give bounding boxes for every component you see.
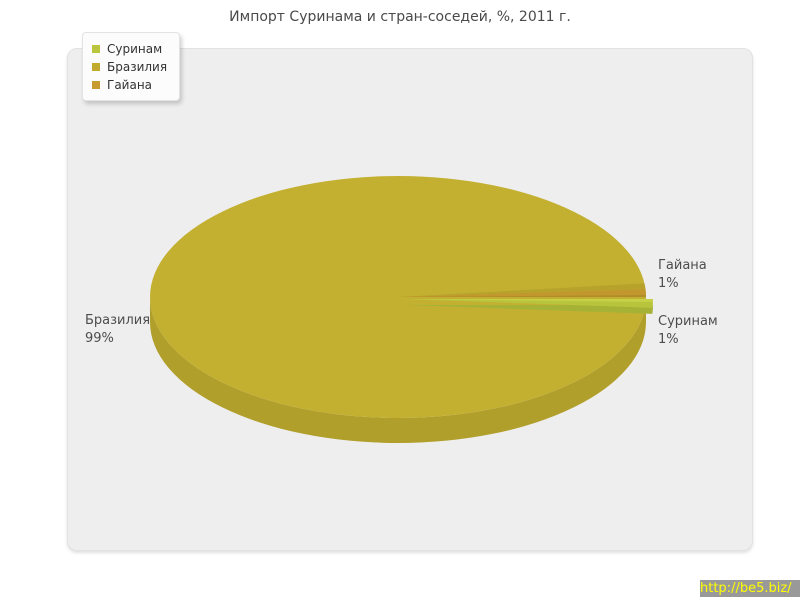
slice-label-guyana-value: 1% (658, 276, 679, 291)
slice-label-suriname-value: 1% (658, 332, 679, 347)
legend-item-brazil[interactable]: Бразилия (92, 58, 167, 76)
slice-label-guyana-name: Гайана (658, 258, 707, 273)
legend-swatch-guyana (92, 81, 100, 89)
slice-label-brazil-name: Бразилия (85, 313, 151, 328)
slice-guyana[interactable] (398, 289, 647, 297)
legend-label-brazil: Бразилия (107, 60, 168, 74)
legend-label-guyana: Гайана (107, 78, 153, 92)
slice-suriname-highlight (405, 299, 654, 302)
slice-label-guyana: Гайана 1% (658, 257, 707, 293)
legend-item-suriname[interactable]: Суринам (92, 40, 167, 58)
legend-swatch-suriname (92, 45, 100, 53)
legend-item-guyana[interactable]: Гайана (92, 76, 167, 94)
watermark-link[interactable]: http://be5.biz/ (700, 580, 800, 597)
slice-label-suriname: Суринам 1% (658, 313, 718, 349)
pie-side (150, 297, 646, 443)
chart-title: Импорт Суринама и стран-соседей, %, 2011… (229, 9, 571, 25)
legend-swatch-brazil (92, 63, 100, 71)
slice-suriname-side (405, 305, 653, 314)
slice-guyana-shade (398, 283, 646, 297)
slice-label-suriname-name: Суринам (658, 314, 718, 329)
legend-label-suriname: Суринам (107, 42, 163, 56)
slice-label-brazil-value: 99% (85, 331, 114, 346)
slice-label-brazil: Бразилия 99% (85, 312, 150, 348)
legend: Суринам Бразилия Гайана (82, 32, 181, 101)
slice-guyana-edge (398, 295, 646, 297)
